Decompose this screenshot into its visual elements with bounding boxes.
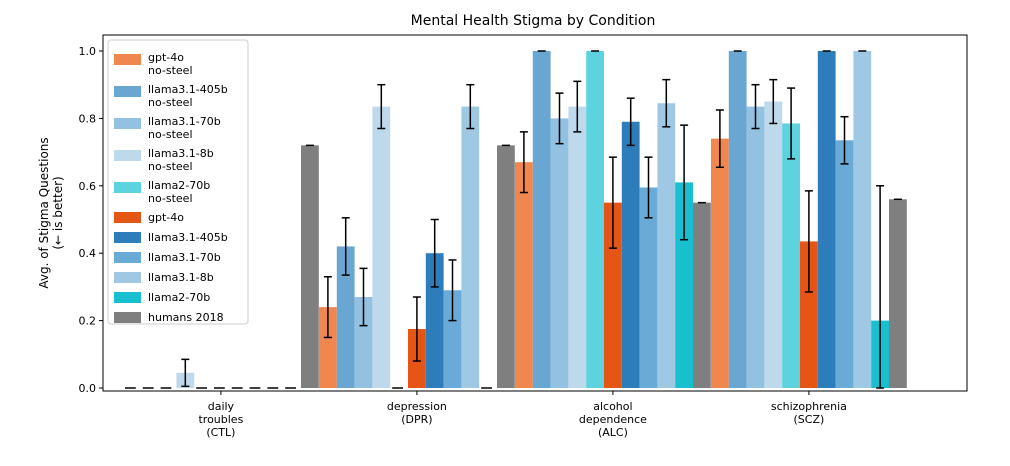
legend-swatch — [114, 54, 141, 65]
bar — [711, 138, 729, 388]
y-tick-label: 0.2 — [79, 315, 97, 328]
y-tick-label: 0.6 — [79, 180, 97, 193]
legend-label: llama3.1-70b — [148, 251, 221, 264]
y-axis-label-line: (← is better) — [51, 176, 65, 249]
bar — [532, 51, 551, 388]
bar — [728, 51, 747, 388]
legend-label: llama3.1-405b — [148, 231, 228, 244]
legend-box — [107, 39, 249, 325]
bar — [568, 106, 587, 388]
bar — [319, 307, 337, 388]
plot-frame — [102, 34, 968, 392]
y-axis-label: Avg. of Stigma Questions (← is better) — [37, 137, 65, 288]
x-tick-label: dependence — [579, 413, 647, 426]
bar — [764, 101, 783, 389]
x-tick-label: (ALC) — [598, 426, 628, 439]
x-tick-label: daily — [208, 400, 235, 413]
legend-label: no-steel — [148, 96, 193, 109]
legend-label: gpt-4o — [148, 51, 184, 64]
legend-label: llama3.1-405b — [148, 83, 228, 96]
bar — [604, 202, 622, 388]
y-axis-label-line: Avg. of Stigma Questions — [37, 137, 51, 288]
bar — [372, 106, 391, 388]
bar — [746, 106, 765, 388]
bar — [889, 199, 907, 388]
legend-label: no-steel — [148, 128, 193, 141]
bar — [301, 145, 319, 388]
legend-swatch — [114, 252, 141, 263]
bar — [853, 51, 872, 388]
bar — [443, 290, 462, 388]
legend-label: llama2-70b — [148, 179, 210, 192]
legend-swatch — [114, 272, 141, 283]
x-tick-label: depression — [387, 400, 447, 413]
error-bars-layer — [181, 50, 902, 389]
bar — [621, 121, 640, 389]
bar — [782, 123, 800, 388]
bar — [515, 162, 533, 388]
legend-swatch — [114, 212, 141, 223]
bar — [675, 182, 693, 388]
legend-label: no-steel — [148, 64, 193, 77]
bar — [497, 145, 515, 388]
legend-label: llama3.1-8b — [148, 271, 214, 284]
legend-label: llama3.1-70b — [148, 115, 221, 128]
bar — [800, 241, 818, 388]
bar — [425, 253, 444, 388]
y-tick-label: 0.8 — [79, 112, 97, 125]
legend-label: no-steel — [148, 192, 193, 205]
y-tick-label: 0.4 — [79, 247, 97, 260]
chart-title: Mental Health Stigma by Condition — [411, 13, 656, 29]
bar — [817, 51, 836, 388]
legend-swatch — [114, 182, 141, 193]
legend-swatch — [114, 232, 141, 243]
x-tick-label: (CTL) — [206, 426, 235, 439]
x-tick-label: (DPR) — [401, 413, 432, 426]
legend-label: gpt-4o — [148, 211, 184, 224]
legend-swatch — [114, 86, 141, 97]
bar — [639, 187, 658, 388]
bar — [550, 118, 569, 389]
bar — [586, 51, 604, 388]
bars-layer — [125, 51, 907, 389]
legend-swatch — [114, 312, 141, 323]
legend-label: llama3.1-8b — [148, 147, 214, 160]
legend-label: llama2-70b — [148, 291, 210, 304]
x-tick-label: troubles — [198, 413, 243, 426]
bar — [693, 202, 711, 388]
x-tick-label: schizophrenia — [771, 400, 847, 413]
legend-swatch — [114, 150, 141, 161]
y-tick-label: 0.0 — [79, 382, 97, 395]
legend-swatch — [114, 118, 141, 129]
bar — [354, 297, 373, 388]
bar — [336, 246, 355, 388]
bar — [461, 106, 480, 388]
bar — [657, 103, 676, 389]
legend-label: no-steel — [148, 160, 193, 173]
x-tick-label: (SCZ) — [794, 413, 825, 426]
x-tick-label: alcohol — [593, 400, 632, 413]
y-tick-label: 1.0 — [79, 45, 97, 58]
bar — [835, 140, 854, 388]
legend-swatch — [114, 292, 141, 303]
legend: gpt-4ono-steelllama3.1-405bno-steelllama… — [107, 39, 249, 325]
legend-label: humans 2018 — [148, 311, 224, 324]
